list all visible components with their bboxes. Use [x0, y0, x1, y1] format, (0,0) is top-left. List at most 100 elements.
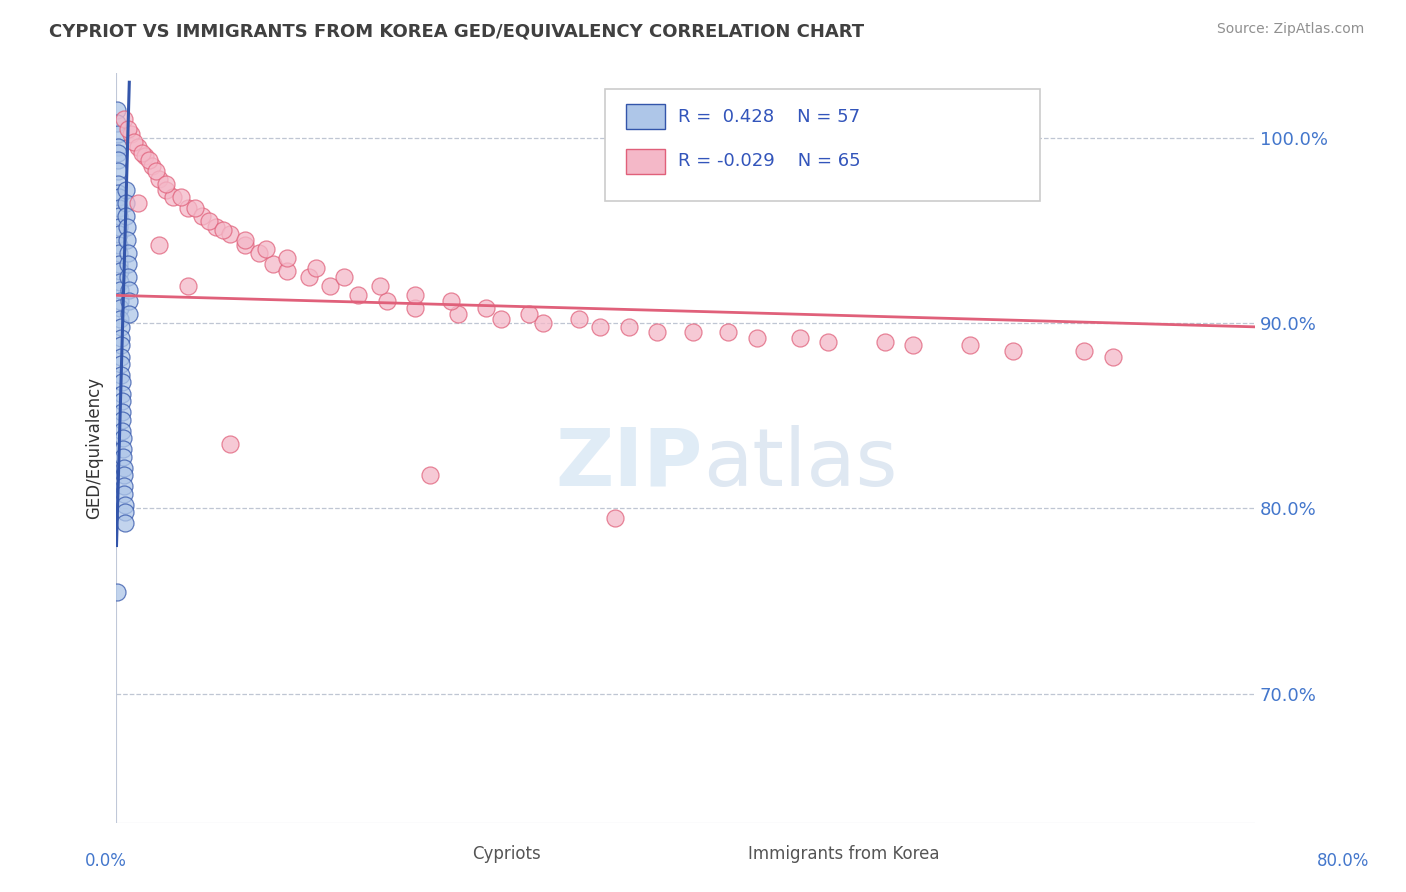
Point [111, 376, 134, 390]
Point [319, 279, 342, 293]
Point [127, 195, 149, 210]
Point [117, 245, 139, 260]
Point [115, 219, 138, 234]
Point [489, 312, 512, 326]
Point [108, 245, 131, 260]
Point [107, 209, 129, 223]
Point [212, 223, 235, 237]
Point [903, 338, 925, 352]
Text: Cypriots: Cypriots [472, 846, 540, 863]
Point [155, 183, 177, 197]
Point [789, 331, 811, 345]
Point [112, 112, 135, 127]
Point [110, 331, 132, 345]
Point [155, 177, 177, 191]
Point [959, 338, 981, 352]
Point [110, 357, 132, 371]
Point [110, 319, 132, 334]
Point [108, 257, 131, 271]
Point [131, 145, 153, 160]
Point [112, 450, 135, 464]
Point [169, 190, 191, 204]
Point [176, 279, 198, 293]
Point [745, 331, 768, 345]
Point [111, 405, 134, 419]
Point [645, 326, 668, 340]
Point [603, 510, 626, 524]
Point [297, 269, 319, 284]
Point [117, 269, 139, 284]
Point [111, 424, 134, 438]
Point [682, 326, 704, 340]
Point [404, 301, 426, 316]
Point [111, 386, 134, 401]
Text: atlas: atlas [703, 425, 897, 503]
Text: ZIP: ZIP [555, 425, 703, 503]
Point [138, 153, 160, 167]
Text: Source: ZipAtlas.com: Source: ZipAtlas.com [1216, 22, 1364, 37]
Point [111, 442, 134, 457]
Point [110, 312, 132, 326]
Point [517, 307, 540, 321]
Point [112, 468, 135, 483]
Point [589, 319, 612, 334]
Point [111, 412, 134, 426]
Point [108, 219, 131, 234]
Point [110, 338, 132, 352]
Point [115, 209, 138, 223]
Point [107, 186, 129, 201]
Point [1101, 350, 1123, 364]
Point [233, 233, 256, 247]
Point [276, 252, 298, 266]
Text: R =  0.428    N = 57: R = 0.428 N = 57 [678, 108, 860, 126]
Point [347, 288, 370, 302]
Text: 80.0%: 80.0% [1316, 852, 1369, 870]
Point [305, 260, 328, 275]
Point [114, 183, 136, 197]
Point [817, 334, 839, 349]
Text: Immigrants from Korea: Immigrants from Korea [748, 846, 939, 863]
Point [105, 585, 128, 599]
Point [141, 159, 163, 173]
Point [568, 312, 591, 326]
Point [1001, 343, 1024, 358]
Point [108, 227, 131, 242]
Point [717, 326, 740, 340]
Point [112, 486, 135, 500]
Point [531, 316, 554, 330]
Point [111, 394, 134, 409]
Text: 0.0%: 0.0% [84, 852, 127, 870]
Point [134, 149, 156, 163]
Point [276, 264, 298, 278]
Y-axis label: GED/Equivalency: GED/Equivalency [86, 377, 103, 519]
Point [617, 319, 640, 334]
Point [111, 431, 134, 445]
Point [440, 293, 463, 308]
Point [262, 257, 284, 271]
Point [117, 283, 139, 297]
Point [205, 219, 228, 234]
Point [108, 276, 131, 290]
Text: CYPRIOT VS IMMIGRANTS FROM KOREA GED/EQUIVALENCY CORRELATION CHART: CYPRIOT VS IMMIGRANTS FROM KOREA GED/EQU… [49, 22, 865, 40]
Point [333, 269, 356, 284]
Point [118, 293, 141, 308]
Point [1073, 343, 1095, 358]
Point [447, 307, 470, 321]
Point [107, 140, 129, 154]
Point [112, 460, 135, 475]
Point [117, 121, 139, 136]
Point [145, 164, 167, 178]
Point [219, 227, 242, 242]
Point [107, 190, 129, 204]
Point [475, 301, 498, 316]
Point [368, 279, 391, 293]
Point [127, 140, 149, 154]
Point [107, 164, 129, 178]
Point [148, 238, 170, 252]
Point [108, 264, 131, 278]
Point [107, 153, 129, 167]
Point [233, 238, 256, 252]
Point [254, 242, 277, 256]
Point [219, 436, 242, 450]
Point [107, 145, 129, 160]
